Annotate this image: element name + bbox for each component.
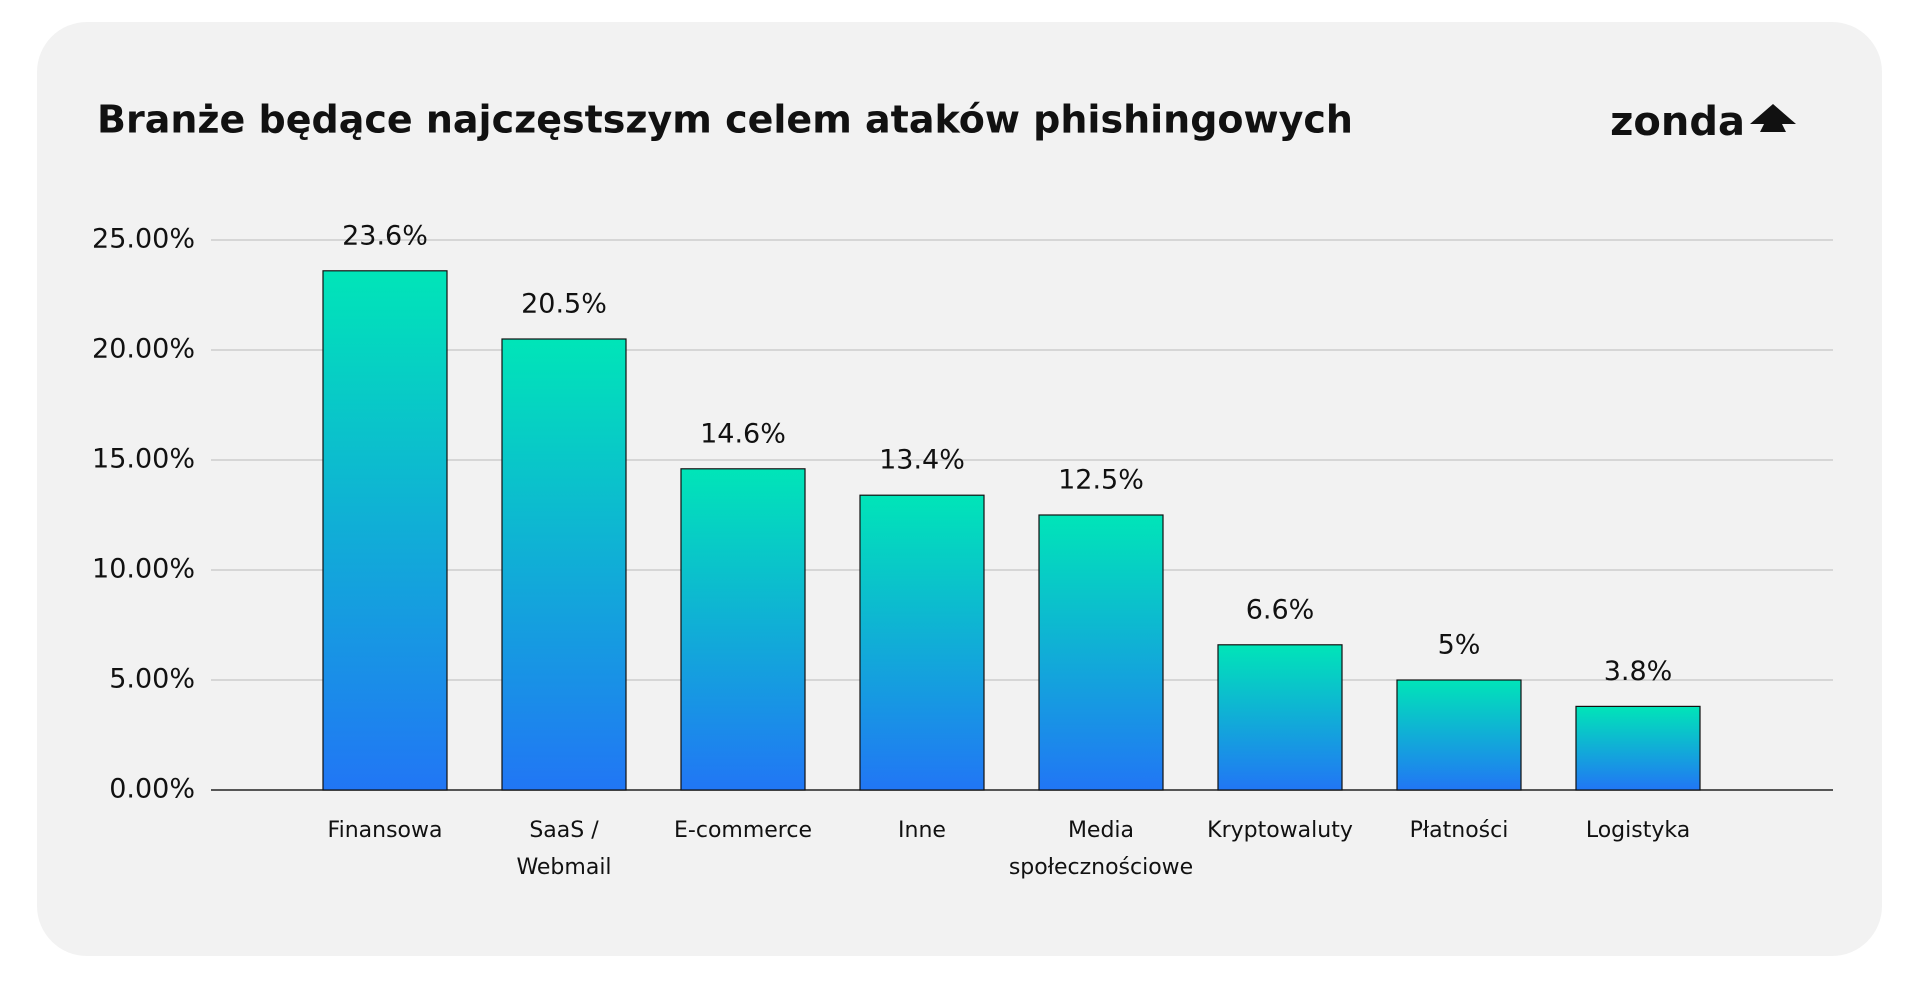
y-tick-label: 0.00%	[109, 774, 195, 805]
logo-icon	[1750, 104, 1796, 132]
value-label: 20.5%	[521, 289, 607, 320]
bar	[1217, 644, 1343, 791]
x-tick-label: Finansowa	[327, 818, 443, 843]
bar	[1396, 679, 1522, 791]
bar	[859, 494, 985, 791]
x-tick-label: Kryptowaluty	[1207, 818, 1353, 843]
value-label: 12.5%	[1058, 465, 1144, 496]
x-tick-label: Logistyka	[1585, 818, 1691, 843]
value-label: 5%	[1438, 630, 1481, 661]
value-label: 14.6%	[700, 418, 786, 449]
value-label: 3.8%	[1604, 656, 1673, 687]
bar	[680, 468, 806, 791]
value-label: 13.4%	[879, 445, 965, 476]
logo-text: zonda	[1610, 99, 1745, 145]
y-tick-label: 10.00%	[92, 554, 195, 585]
bar	[322, 270, 448, 791]
chart-title: Branże będące najczęstszym celem ataków …	[97, 98, 1353, 142]
bar	[501, 338, 627, 791]
x-tick-label: Media społecznościowe	[1008, 818, 1194, 880]
x-tick-label: E-commerce	[674, 818, 812, 843]
y-tick-label: 15.00%	[92, 444, 195, 475]
x-tick-label: Inne	[898, 818, 946, 843]
bar	[1575, 705, 1701, 791]
value-label: 23.6%	[342, 220, 428, 251]
x-tick-label: Płatności	[1409, 818, 1509, 843]
y-tick-label: 25.00%	[92, 224, 195, 255]
y-tick-label: 5.00%	[109, 664, 195, 695]
x-tick-label: SaaS / Webmail	[516, 818, 612, 880]
value-label: 6.6%	[1246, 594, 1315, 625]
bar	[1038, 514, 1164, 791]
y-tick-label: 20.00%	[92, 334, 195, 365]
